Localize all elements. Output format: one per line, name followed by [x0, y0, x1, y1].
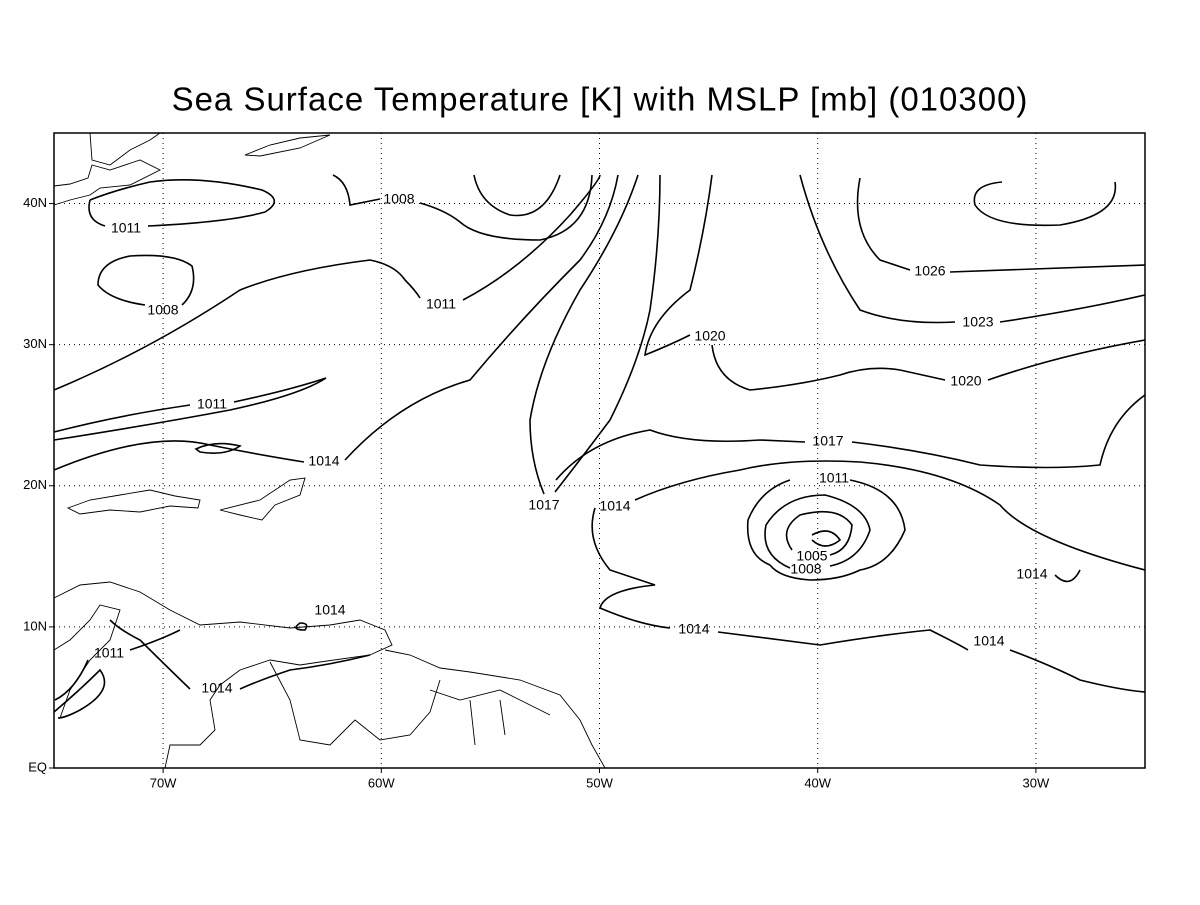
contour-label: 1020 — [694, 328, 725, 344]
x-tick-label: 40W — [804, 775, 831, 790]
x-tick-label: 30W — [1023, 775, 1050, 790]
coastline — [219, 477, 306, 521]
x-tick-label: 60W — [368, 775, 395, 790]
isobar — [97, 254, 195, 306]
isobar — [811, 530, 842, 547]
coastline — [53, 159, 162, 206]
isobar — [529, 174, 639, 495]
contour-label: 1014 — [308, 453, 339, 469]
y-tick-label: EQ — [28, 759, 47, 774]
coastline — [66, 489, 201, 515]
isobar — [109, 619, 371, 690]
isobar — [591, 507, 1146, 693]
isobar — [555, 394, 1146, 481]
isobar — [88, 179, 276, 227]
contour-label: 1011 — [819, 470, 849, 486]
contour-label: 1020 — [950, 373, 981, 389]
contour-label: 1014 — [973, 633, 1004, 649]
coastlines — [53, 132, 606, 769]
contour-label: 1014 — [599, 498, 630, 514]
x-tick-label: 50W — [586, 775, 613, 790]
isobar — [764, 494, 871, 569]
contour-label: 1008 — [147, 302, 178, 318]
isobar — [194, 442, 242, 454]
graticule — [54, 133, 1145, 768]
y-tick-label: 40N — [23, 195, 47, 210]
isobar — [746, 479, 906, 581]
isobar — [644, 174, 713, 357]
contour-label: 1008 — [383, 191, 414, 207]
isobar — [53, 174, 601, 391]
y-tick-label: 30N — [23, 336, 47, 351]
coastline — [384, 649, 606, 769]
contour-label: 1026 — [914, 263, 945, 279]
isobar — [634, 460, 1146, 583]
y-tick-label: 10N — [23, 618, 47, 633]
contour-label: 1017 — [812, 433, 843, 449]
contour-label: 1014 — [314, 602, 345, 618]
contour-label: 1005 — [796, 548, 827, 564]
isobar — [856, 177, 1146, 273]
isobar — [785, 510, 853, 556]
contour-label: 1014 — [678, 621, 709, 637]
coastline — [53, 581, 393, 769]
contour-label: 1011 — [94, 645, 124, 661]
isobar — [295, 622, 308, 631]
isobar — [711, 339, 1146, 391]
map-title: Sea Surface Temperature [K] with MSLP [m… — [172, 81, 1029, 118]
contour-label: 1011 — [197, 396, 227, 412]
y-tick-label: 20N — [23, 477, 47, 492]
axis-ticks: 70W 60W 50W 40W 30W EQ 10N 20N 30N 40N — [23, 195, 1050, 790]
x-tick-label: 70W — [150, 775, 177, 790]
isobar — [53, 174, 619, 471]
coastline — [244, 134, 331, 157]
coastline — [269, 661, 551, 746]
isobar — [332, 174, 593, 241]
contour-label: 1011 — [426, 296, 456, 312]
contour-label: 1017 — [528, 497, 559, 513]
isobars — [53, 174, 1146, 719]
contour-label: 1011 — [111, 220, 141, 236]
contour-label: 1014 — [1016, 566, 1047, 582]
contour-label: 1014 — [201, 680, 232, 696]
contour-label: 1023 — [962, 314, 993, 330]
isobar — [473, 174, 561, 217]
isobar — [799, 174, 1146, 324]
isobar — [53, 629, 181, 719]
contour-label: 1008 — [790, 561, 821, 577]
isobar — [973, 181, 1117, 227]
contour-labels: 1011 1008 1008 1011 1026 1023 1020 1020 … — [94, 191, 1048, 696]
isobar — [53, 377, 327, 441]
coastline — [89, 132, 161, 166]
